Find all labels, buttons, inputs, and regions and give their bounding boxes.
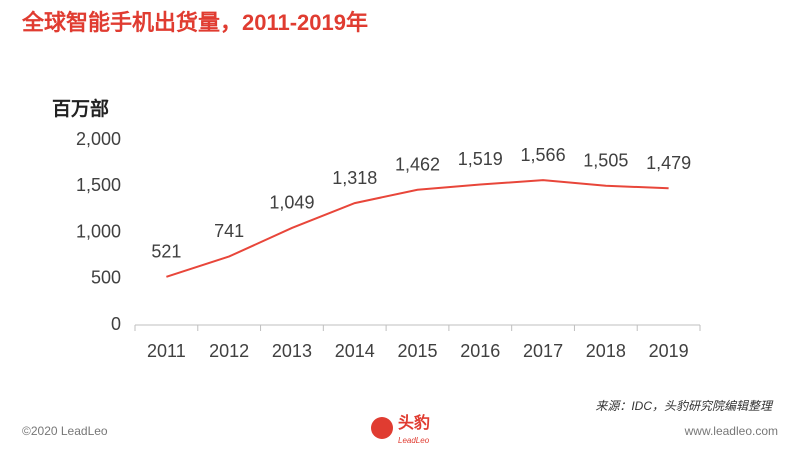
value-label: 1,479 [646, 153, 691, 173]
logo-subtext: LeadLeo [398, 436, 430, 445]
chart-title: 全球智能手机出货量，2011-2019年 [21, 10, 368, 35]
logo-text: 头豹 [398, 413, 430, 432]
value-label: 1,049 [269, 193, 314, 213]
y-tick-label: 1,000 [76, 221, 121, 241]
source-note: 来源：IDC，头豹研究院编辑整理 [595, 399, 774, 413]
value-label: 1,566 [521, 145, 566, 165]
x-tick-label: 2013 [272, 341, 312, 361]
y-tick-label: 0 [111, 314, 121, 334]
y-axis-label: 百万部 [52, 97, 109, 120]
value-label: 1,519 [458, 149, 503, 169]
value-label: 1,318 [332, 168, 377, 188]
x-tick-label: 2012 [209, 341, 249, 361]
value-label: 521 [151, 242, 181, 262]
value-label: 1,505 [583, 151, 628, 171]
x-tick-label: 2018 [586, 341, 626, 361]
x-tick-label: 2017 [523, 341, 563, 361]
y-tick-label: 500 [91, 268, 121, 288]
x-tick-label: 2016 [460, 341, 500, 361]
x-tick-label: 2011 [147, 341, 186, 361]
y-tick-label: 2,000 [76, 129, 121, 149]
x-tick-label: 2015 [397, 341, 437, 361]
copyright: ©2020 LeadLeo [22, 424, 108, 438]
logo-icon [371, 417, 393, 439]
y-tick-label: 1,500 [76, 175, 121, 195]
value-label: 741 [214, 221, 244, 241]
x-tick-label: 2019 [649, 341, 689, 361]
website: www.leadleo.com [684, 424, 778, 438]
line [166, 179, 669, 278]
x-tick-label: 2014 [335, 341, 375, 361]
value-label: 1,462 [395, 155, 440, 175]
